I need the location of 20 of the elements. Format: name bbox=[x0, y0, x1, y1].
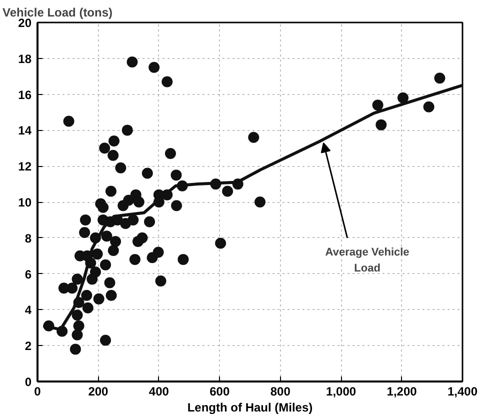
text: Average Vehicle Load bbox=[325, 246, 410, 274]
x-tick-label: 1,000 bbox=[326, 384, 356, 398]
x-tick-label: 1,200 bbox=[386, 384, 418, 398]
y-tick-label: 8 bbox=[24, 231, 32, 246]
x-tick-label: 800 bbox=[270, 384, 291, 398]
y-tick-label: 6 bbox=[24, 267, 32, 282]
y-tick-label: 10 bbox=[18, 196, 32, 210]
x-tick-label: 1,400 bbox=[447, 384, 478, 398]
y-tick-label: 16 bbox=[18, 88, 32, 102]
x-tick-label: 400 bbox=[148, 384, 170, 398]
y-tick-label: 4 bbox=[24, 303, 32, 318]
y-tick-label: 12 bbox=[18, 160, 32, 174]
y-tick-label: 14 bbox=[18, 124, 32, 138]
x-tick-label: 600 bbox=[210, 384, 230, 398]
y-tick-label: 2 bbox=[24, 339, 32, 354]
x-tick-label: 0 bbox=[34, 384, 42, 398]
x-tick-label: 200 bbox=[88, 384, 109, 398]
y-tick-label: 18 bbox=[18, 52, 32, 66]
x-axis-title: Length of Haul (Miles) bbox=[187, 400, 313, 414]
y-tick-label: 0 bbox=[24, 375, 32, 389]
